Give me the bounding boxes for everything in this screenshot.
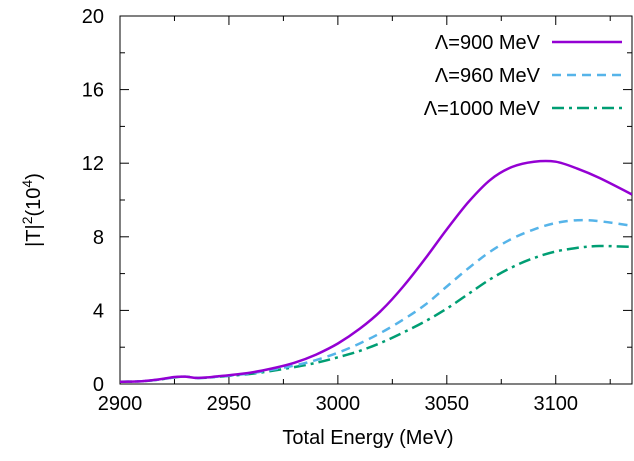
y-tick-label: 8 xyxy=(93,227,104,249)
legend-label-2: Λ=960 MeV xyxy=(435,65,541,87)
x-tick-label: 2950 xyxy=(207,393,252,415)
y-axis-title-mid: (10 xyxy=(23,188,45,217)
y-tick-label: 12 xyxy=(82,153,104,175)
y-axis-title-exp: 4 xyxy=(19,180,35,188)
x-axis-title: Total Energy (MeV) xyxy=(282,427,453,449)
y-axis: 0 4 8 12 16 20 xyxy=(82,6,632,396)
x-tick-label: 3050 xyxy=(425,393,470,415)
y-tick-label: 20 xyxy=(82,6,104,28)
series-group xyxy=(120,159,632,384)
y-axis-title-sq: 2 xyxy=(19,216,35,224)
legend-label-1: Λ=900 MeV xyxy=(435,32,541,54)
x-tick-label: 2900 xyxy=(98,393,143,415)
y-tick-label: 16 xyxy=(82,80,104,102)
plot-border xyxy=(119,15,633,385)
x-axis: 2900 2950 3000 3050 3100 xyxy=(98,16,611,415)
y-axis-title-end: ) xyxy=(23,173,45,180)
legend-label-3: Λ=1000 MeV xyxy=(424,98,541,120)
y-tick-label: 4 xyxy=(93,300,104,322)
series-line-1 xyxy=(120,159,632,384)
y-axis-title-base: |T| xyxy=(23,224,45,247)
plot-frame xyxy=(119,15,633,385)
x-tick-label: 3100 xyxy=(533,393,578,415)
x-tick-label: 3000 xyxy=(316,393,361,415)
series-line-2 xyxy=(120,218,632,384)
y-tick-label: 0 xyxy=(93,374,104,396)
y-axis-title: |T|2(104) xyxy=(19,173,45,247)
legend: Λ=900 MeV Λ=960 MeV Λ=1000 MeV xyxy=(424,32,622,120)
